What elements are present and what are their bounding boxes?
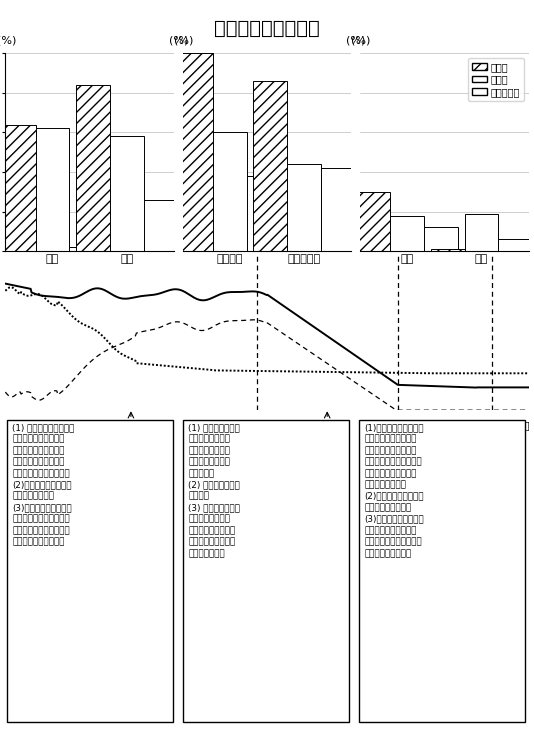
- Text: (1)主要特征：人口出生
率进一步下降，出生率
和死亡率的差距进一步
缩小，自然增长率很低，
有些国家甚至出现人口
零增长或负增长。
(2)出现时间：目前发达
: (1)主要特征：人口出生 率进一步下降，出生率 和死亡率的差距进一步 缩小，自然…: [365, 423, 424, 558]
- Bar: [144, 200, 177, 251]
- FancyBboxPatch shape: [7, 420, 173, 722]
- Text: (加速增长阶段): (加速增长阶段): [306, 436, 349, 447]
- Text: 原始型: 原始型: [122, 420, 140, 430]
- Bar: [110, 136, 144, 251]
- Bar: [36, 128, 69, 251]
- Bar: [247, 176, 280, 251]
- Bar: [498, 239, 532, 251]
- Bar: [69, 247, 103, 251]
- Text: (1) 主要特征：人口出生
率和死亡率都比较高，
自然增长率低，且波动
较大，人口增长处于相
对静止或低速增长状态。
(2)出现时间：采猎文明
和农业文明时期。: (1) 主要特征：人口出生 率和死亡率都比较高， 自然增长率低，且波动 较大，人…: [12, 423, 75, 547]
- Text: (%): (%): [347, 35, 366, 45]
- Text: 人口增长模式示意图: 人口增长模式示意图: [214, 19, 320, 38]
- Bar: [357, 192, 390, 251]
- Bar: [465, 214, 498, 251]
- Text: (1) 主要特征：人口
出生率较高，死亡
率迅速下降，自然
增长率提高，人口
急剧增长。
(2) 出现时间：工业
化初期。
(3) 产生原因：科学
技术的发展使: (1) 主要特征：人口 出生率较高，死亡 率迅速下降，自然 增长率提高，人口 急…: [189, 423, 240, 558]
- Text: 时间: 时间: [517, 420, 530, 430]
- Text: (%): (%): [351, 35, 371, 45]
- Bar: [76, 85, 110, 251]
- Text: 传统型: 传统型: [318, 420, 336, 430]
- Text: (%): (%): [0, 35, 16, 45]
- Text: 现代型: 现代型: [436, 420, 454, 430]
- Bar: [287, 164, 321, 251]
- Text: (低速增长阶段): (低速增长阶段): [423, 436, 466, 447]
- Text: (原始低增长阶段): (原始低增长阶段): [107, 436, 155, 447]
- Bar: [431, 249, 465, 251]
- FancyBboxPatch shape: [183, 420, 349, 722]
- Bar: [179, 53, 213, 251]
- Legend: 出生率, 死亡率, 自然增长率: 出生率, 死亡率, 自然增长率: [468, 58, 524, 101]
- Text: (%): (%): [174, 35, 193, 45]
- Bar: [390, 215, 424, 251]
- Text: (%): (%): [169, 35, 189, 45]
- Bar: [254, 81, 287, 251]
- Bar: [321, 168, 355, 251]
- FancyBboxPatch shape: [359, 420, 525, 722]
- Bar: [213, 132, 247, 251]
- Bar: [2, 124, 36, 251]
- Bar: [424, 228, 458, 251]
